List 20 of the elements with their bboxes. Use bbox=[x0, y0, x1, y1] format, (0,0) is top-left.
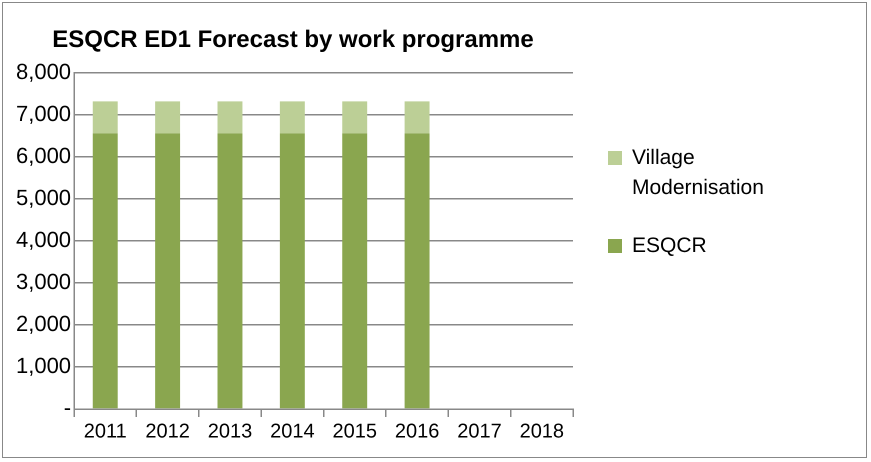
y-tick-label: 2,000 bbox=[16, 311, 72, 336]
y-tick-label: 6,000 bbox=[16, 142, 72, 168]
y-tick-label: 8,000 bbox=[16, 58, 72, 84]
x-tick-label: 2016 bbox=[394, 420, 440, 443]
x-tick-label: 2018 bbox=[520, 420, 564, 443]
legend-label: Village Modernisation bbox=[632, 145, 765, 201]
x-tick-label: 2014 bbox=[270, 420, 315, 443]
y-tick-label: 7,000 bbox=[16, 100, 72, 126]
x-tick-label: 2012 bbox=[145, 420, 190, 443]
x-tick-label: 2015 bbox=[332, 420, 377, 443]
y-tick-label: 5,000 bbox=[16, 184, 72, 210]
y-tick-label: 3,000 bbox=[16, 268, 72, 294]
x-tick-label: 2013 bbox=[208, 420, 252, 443]
chart-title: ESQCR ED1 Forecast by work programme bbox=[52, 26, 534, 54]
x-tick-label: 2011 bbox=[84, 420, 127, 443]
y-tick-label: 4,000 bbox=[16, 226, 72, 252]
y-tick-label: 1,000 bbox=[16, 353, 72, 378]
y-tick-label: - bbox=[64, 395, 72, 420]
x-tick-label: 2017 bbox=[457, 420, 502, 443]
legend-label: ESQCR bbox=[632, 233, 707, 259]
